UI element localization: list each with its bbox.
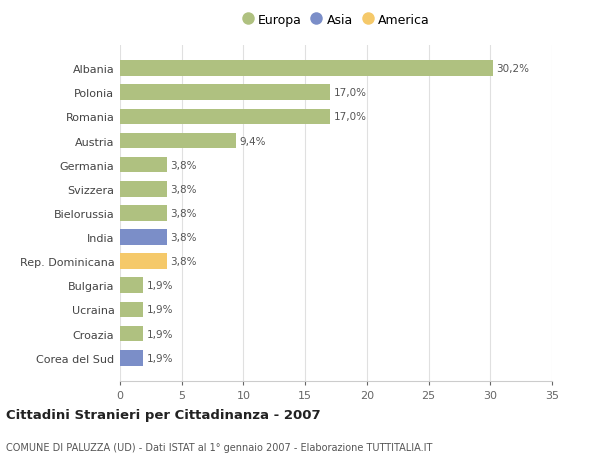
Bar — [120, 230, 167, 246]
Bar — [120, 278, 143, 293]
Text: 3,8%: 3,8% — [170, 185, 197, 194]
Text: 1,9%: 1,9% — [147, 305, 173, 315]
Bar — [120, 206, 167, 221]
Text: 3,8%: 3,8% — [170, 233, 197, 242]
Text: 1,9%: 1,9% — [147, 329, 173, 339]
Bar — [120, 181, 167, 197]
Text: COMUNE DI PALUZZA (UD) - Dati ISTAT al 1° gennaio 2007 - Elaborazione TUTTITALIA: COMUNE DI PALUZZA (UD) - Dati ISTAT al 1… — [6, 442, 433, 452]
Bar — [120, 350, 143, 366]
Text: Cittadini Stranieri per Cittadinanza - 2007: Cittadini Stranieri per Cittadinanza - 2… — [6, 408, 320, 421]
Bar — [120, 109, 330, 125]
Text: 3,8%: 3,8% — [170, 257, 197, 267]
Bar — [120, 326, 143, 341]
Bar — [120, 157, 167, 173]
Text: 17,0%: 17,0% — [334, 112, 367, 122]
Text: 3,8%: 3,8% — [170, 160, 197, 170]
Text: 17,0%: 17,0% — [334, 88, 367, 98]
Bar — [120, 254, 167, 269]
Text: 1,9%: 1,9% — [147, 281, 173, 291]
Bar — [120, 85, 330, 101]
Bar — [120, 61, 493, 77]
Bar — [120, 134, 236, 149]
Bar — [120, 302, 143, 318]
Text: 9,4%: 9,4% — [240, 136, 266, 146]
Text: 1,9%: 1,9% — [147, 353, 173, 363]
Text: 30,2%: 30,2% — [496, 64, 529, 74]
Legend: Europa, Asia, America: Europa, Asia, America — [238, 9, 434, 32]
Text: 3,8%: 3,8% — [170, 208, 197, 218]
